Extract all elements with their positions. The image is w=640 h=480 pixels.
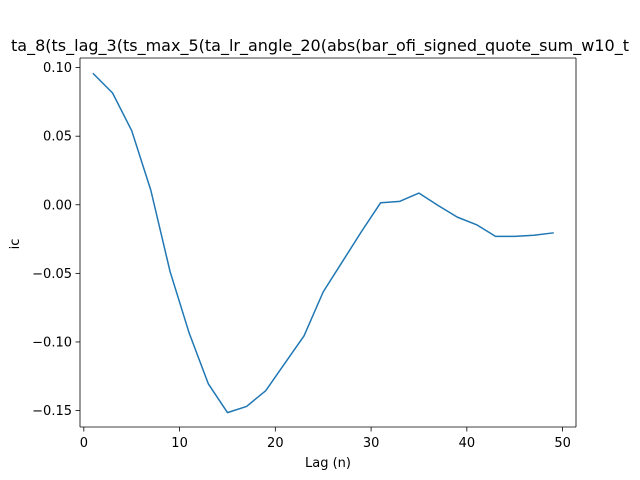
x-tick-label: 10	[171, 436, 188, 451]
chart-title: ta_8(ts_lag_3(ts_max_5(ta_lr_angle_20(ab…	[11, 36, 629, 56]
axes: 0 10 20 30 40 50 0.10 0.05 0.00 −0.05 −0.10 −0.15	[32, 57, 577, 451]
x-axis-label: Lag (n)	[305, 456, 351, 471]
y-tick-label: 0.00	[43, 198, 72, 213]
x-tick-label: 30	[363, 436, 380, 451]
y-tick-label: 0.05	[43, 130, 72, 145]
y-tick-label: −0.15	[32, 404, 72, 419]
x-tick-label: 50	[554, 436, 571, 451]
y-tick-label: −0.05	[32, 267, 72, 282]
plot-background	[80, 58, 576, 427]
plot-area	[80, 58, 576, 427]
y-axis-label: ic	[8, 239, 23, 250]
series-line-0	[92, 72, 554, 414]
series-layer	[92, 72, 554, 414]
x-tick-label: 0	[80, 436, 88, 451]
x-tick-label: 20	[267, 436, 284, 451]
y-tick-label: 0.10	[43, 61, 72, 76]
y-tick-label: −0.10	[32, 335, 72, 350]
x-tick-label: 40	[459, 436, 476, 451]
